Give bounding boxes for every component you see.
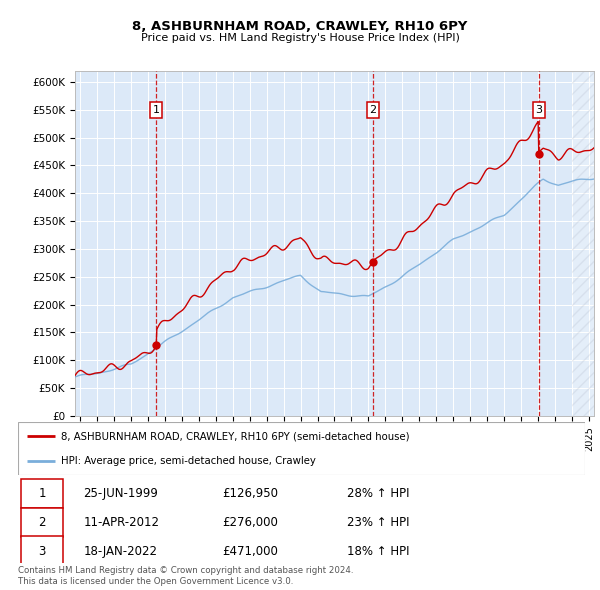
Text: 3: 3 xyxy=(535,105,542,115)
Text: 2: 2 xyxy=(370,105,377,115)
Text: 1: 1 xyxy=(38,487,46,500)
Text: 2: 2 xyxy=(38,516,46,529)
Text: 25-JUN-1999: 25-JUN-1999 xyxy=(83,487,158,500)
Text: £126,950: £126,950 xyxy=(222,487,278,500)
Text: 18-JAN-2022: 18-JAN-2022 xyxy=(83,545,157,558)
Text: 8, ASHBURNHAM ROAD, CRAWLEY, RH10 6PY (semi-detached house): 8, ASHBURNHAM ROAD, CRAWLEY, RH10 6PY (s… xyxy=(61,431,409,441)
Text: 11-APR-2012: 11-APR-2012 xyxy=(83,516,159,529)
FancyBboxPatch shape xyxy=(21,478,64,509)
Text: 23% ↑ HPI: 23% ↑ HPI xyxy=(347,516,409,529)
Text: £471,000: £471,000 xyxy=(222,545,278,558)
FancyBboxPatch shape xyxy=(21,507,64,537)
FancyBboxPatch shape xyxy=(18,422,585,475)
Text: 1: 1 xyxy=(152,105,160,115)
Text: 28% ↑ HPI: 28% ↑ HPI xyxy=(347,487,409,500)
Text: 8, ASHBURNHAM ROAD, CRAWLEY, RH10 6PY: 8, ASHBURNHAM ROAD, CRAWLEY, RH10 6PY xyxy=(133,20,467,33)
Text: Price paid vs. HM Land Registry's House Price Index (HPI): Price paid vs. HM Land Registry's House … xyxy=(140,33,460,43)
Text: HPI: Average price, semi-detached house, Crawley: HPI: Average price, semi-detached house,… xyxy=(61,455,316,466)
Bar xyxy=(572,71,594,416)
Text: £276,000: £276,000 xyxy=(222,516,278,529)
Text: 3: 3 xyxy=(38,545,46,558)
FancyBboxPatch shape xyxy=(21,536,64,566)
Text: Contains HM Land Registry data © Crown copyright and database right 2024.
This d: Contains HM Land Registry data © Crown c… xyxy=(18,566,353,586)
Text: 18% ↑ HPI: 18% ↑ HPI xyxy=(347,545,409,558)
